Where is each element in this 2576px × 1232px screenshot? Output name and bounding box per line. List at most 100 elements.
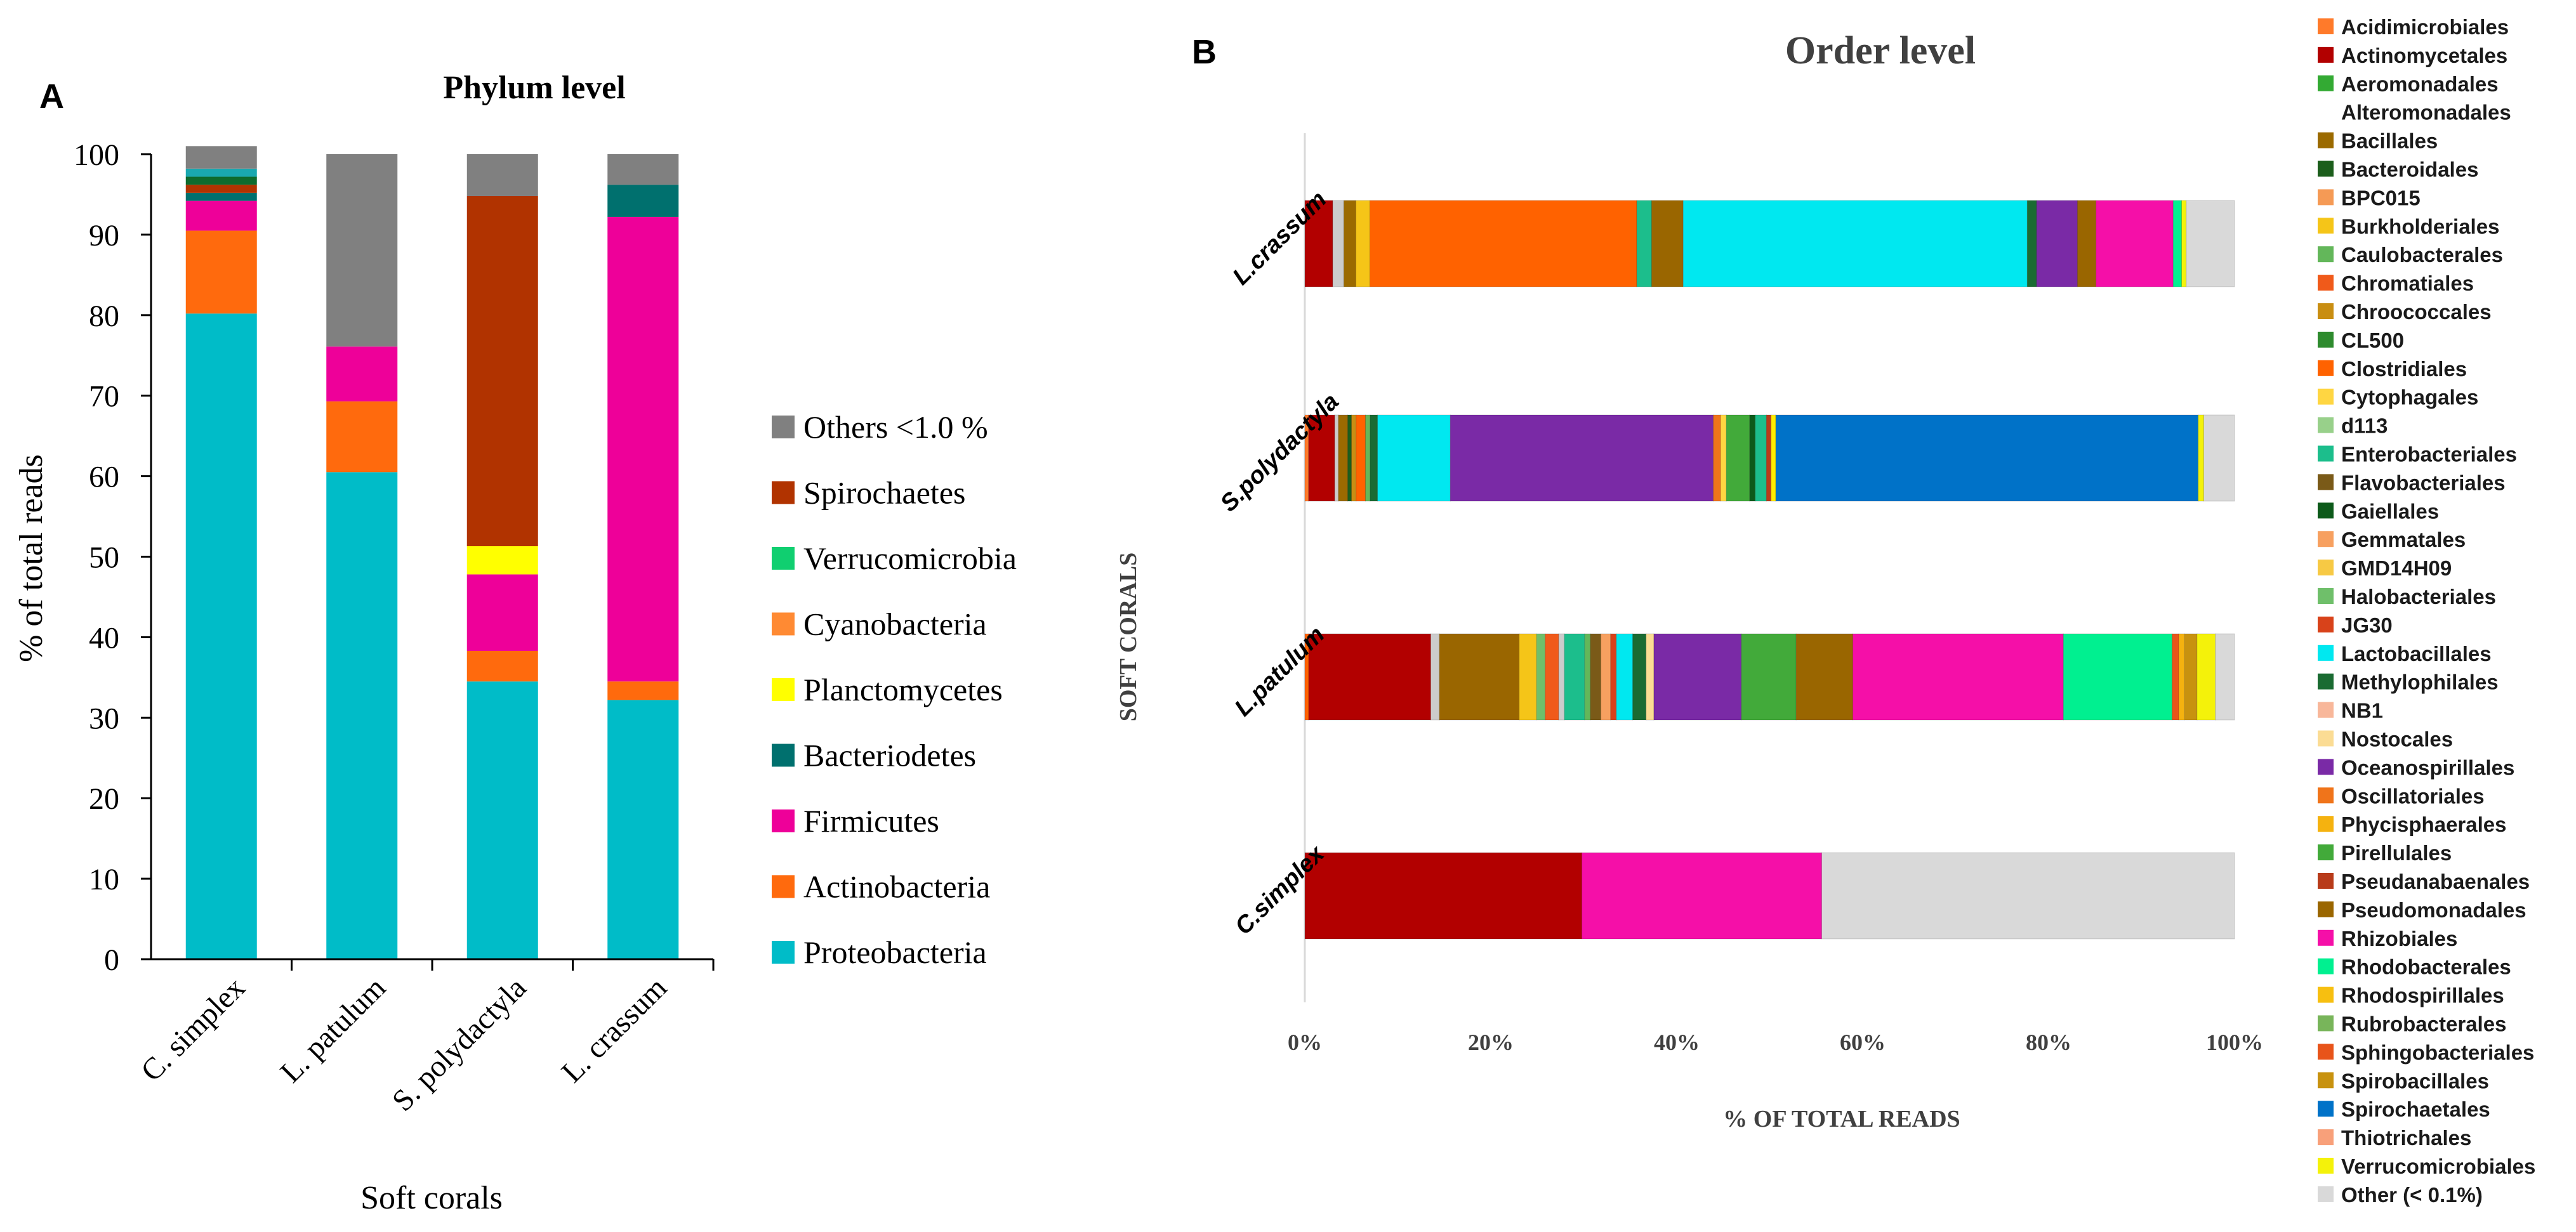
panel-b-bar-segment-other-0-1 [2186, 200, 2235, 287]
panel-b-bar-segment-rhizobiales [2096, 200, 2174, 287]
panel-b-label: B [1192, 33, 1217, 71]
panel-b-bar-segment-rhodobacterales [2063, 633, 2173, 721]
panel-a-legend-swatch [772, 612, 795, 636]
panel-b-bar-segment-gaiellales [1749, 414, 1756, 502]
panel-b-legend-swatch [2318, 417, 2334, 433]
panel-b-bar-segment-cytophagales [1720, 414, 1727, 502]
panel-b-bar-segment-enterobacteriales [1564, 633, 1585, 721]
panel-b-legend-label: Rhodospirillales [2341, 984, 2504, 1007]
panel-b-legend-label: Cytophagales [2341, 386, 2478, 409]
panel-b-bar-segment-pseudomonadales [1651, 200, 1684, 287]
panel-b-bar-segment-other-0-1 [1821, 852, 2235, 940]
panel-b-legend-swatch [2318, 331, 2334, 348]
panel-a-legend-label: Cyanobacteria [803, 606, 987, 642]
panel-b-legend-label: Thiotrichales [2341, 1126, 2471, 1150]
panel-b-bar-segment-sphingobacteriales [2172, 633, 2179, 721]
panel-b-bars [1304, 200, 2235, 940]
panel-b-bar-segment-pseudomonadales [2077, 200, 2097, 287]
panel-a-label: A [39, 77, 64, 115]
panel-b-x-tick-label: 20% [1468, 1030, 1514, 1055]
panel-a-bar-dark-green [185, 176, 257, 185]
panel-a-y-tick-label: 50 [89, 541, 119, 575]
panel-b-bar-segment-clostridiales [1356, 414, 1366, 502]
panel-b-legend-label: Spirochaetales [2341, 1098, 2490, 1121]
panel-b-x-tick-label: 40% [1654, 1030, 1700, 1055]
panel-b-bar-segment-actinomycetales [1308, 633, 1431, 721]
panel-b-bar-segment-flavobacteriales [1590, 633, 1602, 721]
panel-a-y-tick-label: 20 [89, 782, 119, 816]
panel-b-bar-segment-bacillales [1344, 200, 1357, 287]
panel-b-legend-label: NB1 [2341, 699, 2383, 723]
panel-a-x-tick-label: C. simplex [135, 971, 252, 1088]
panel-b-bar-segment-lactobacillales [1682, 200, 2028, 287]
panel-b-legend-label: Clostridiales [2341, 357, 2467, 381]
panel-b-legend-swatch [2318, 1072, 2334, 1089]
panel-b-legend-swatch [2318, 986, 2334, 1003]
panel-b-legend-label: Rubrobacterales [2341, 1012, 2506, 1036]
panel-b-bar-segment-oceanospirillales [1450, 414, 1714, 502]
panel-b-legend-swatch [2318, 18, 2334, 34]
panel-b-bar-segment-alteromonadales [1334, 414, 1339, 502]
panel-b-legend-swatch [2318, 816, 2334, 832]
panel-b-bar-segment-chromatiales [1545, 633, 1559, 721]
panel-a-legend-swatch [772, 481, 795, 504]
panel-b-legend-swatch [2318, 901, 2334, 917]
panel-a-legend-label: Planctomycetes [803, 672, 1003, 707]
panel-b-bar-segment-oceanospirillales [2036, 200, 2078, 287]
panel-b-bar-segment-rhodobacterales [2172, 200, 2182, 287]
panel-b-y-axis-label: SOFT CORALS [1115, 553, 1142, 721]
panel-b-legend-label: Alteromonadales [2341, 101, 2511, 124]
panel-b-legend-label: Nostocales [2341, 728, 2453, 751]
panel-b: B Order level SOFT CORALS % OF TOTAL REA… [1115, 15, 2535, 1207]
panel-b-x-tick-label: 80% [2026, 1030, 2071, 1055]
panel-b-legend-label: Flavobacteriales [2341, 471, 2506, 494]
panel-b-legend-swatch [2318, 445, 2334, 462]
panel-a-bar-firmicutes [466, 574, 538, 651]
panel-a-y-tick-label: 40 [89, 621, 119, 655]
panel-a-bar-actinobacteria [466, 650, 538, 682]
panel-a-legend-label: Proteobacteria [803, 934, 987, 970]
panel-b-legend-swatch [2318, 1129, 2334, 1146]
panel-b-legend-label: Gemmatales [2341, 528, 2466, 551]
panel-b-legend-label: Caulobacterales [2341, 243, 2503, 266]
panel-a-legend-swatch [772, 875, 795, 898]
panel-b-legend-swatch [2318, 360, 2334, 376]
panel-b-legend-label: Oceanospirillales [2341, 756, 2514, 779]
panel-b-legend-swatch [2318, 531, 2334, 547]
panel-b-legend-label: Pseudomonadales [2341, 898, 2526, 922]
panel-b-bar-segment-burkholderiales [1519, 633, 1537, 721]
panel-b-bar-segment-pseudomonadales [1439, 633, 1520, 721]
panel-b-bar-segment-planctomycetales [1771, 414, 1776, 502]
panel-b-bar-segment-lactobacillales [1616, 633, 1634, 721]
panel-b-legend-swatch [2318, 560, 2334, 576]
panel-b-legend-swatch [2318, 730, 2334, 747]
panel-a-legend: Others <1.0 % Spirochaetes Verrucomicrobia… [772, 409, 1017, 970]
panel-a-x-tick-label: L. patulum [274, 971, 392, 1089]
panel-b-legend-label: Other (< 0.1%) [2341, 1183, 2483, 1207]
panel-b-bar-segment-other-0-1 [2215, 633, 2235, 721]
panel-b-legend-label: Enterobacteriales [2341, 443, 2517, 466]
panel-b-bar-segment-enterobacteriales [1636, 200, 1652, 287]
panel-a-bar-proteobacteria [466, 681, 538, 959]
panel-b-legend-swatch [2318, 645, 2334, 661]
panel-b-legend-label: GMD14H09 [2341, 556, 2452, 580]
panel-b-title: Order level [1785, 29, 1976, 72]
panel-b-bar-segment-burkholderiales [1356, 200, 1371, 287]
panel-b-legend-label: Acidimicrobiales [2341, 15, 2509, 39]
panel-b-bar-segment-alteromonadales [1332, 200, 1345, 287]
panel-a-y-tick-label: 90 [89, 219, 119, 252]
panel-b-legend-label: BPC015 [2341, 186, 2421, 209]
panel-b-legend-swatch [2318, 588, 2334, 604]
panel-b-legend-label: d113 [2341, 414, 2388, 438]
panel-b-bar-segment-alteromonadales [1430, 633, 1440, 721]
panel-b-legend-label: CL500 [2341, 329, 2404, 352]
panel-b-legend-swatch [2318, 218, 2334, 234]
panel-a-legend-swatch [772, 809, 795, 832]
panel-a-y-tick-label: 100 [74, 138, 119, 172]
panel-a-title: Phylum level [443, 70, 625, 106]
panel-b-legend: Acidimicrobiales Actinomycetales Aeromonad… [2318, 15, 2535, 1207]
panel-b-bar-segment-other-0-1 [2203, 414, 2235, 502]
panel-b-legend-swatch [2318, 702, 2334, 718]
panel-b-bar-segment-halobacteriales [1536, 633, 1546, 721]
